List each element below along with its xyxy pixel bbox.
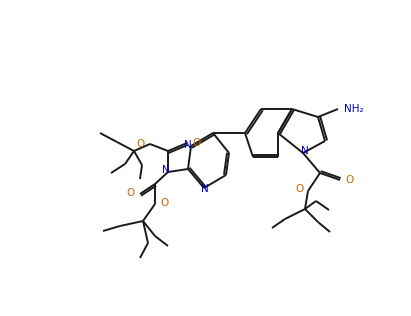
Text: O: O — [137, 139, 145, 149]
Text: O: O — [192, 138, 200, 148]
Text: N: N — [201, 184, 209, 194]
Text: O: O — [345, 175, 353, 185]
Text: O: O — [127, 188, 135, 198]
Text: NH₂: NH₂ — [344, 104, 364, 114]
Text: O: O — [160, 198, 168, 208]
Text: N: N — [301, 146, 309, 156]
Text: O: O — [296, 184, 304, 194]
Text: N: N — [162, 165, 170, 175]
Text: N: N — [184, 140, 192, 150]
